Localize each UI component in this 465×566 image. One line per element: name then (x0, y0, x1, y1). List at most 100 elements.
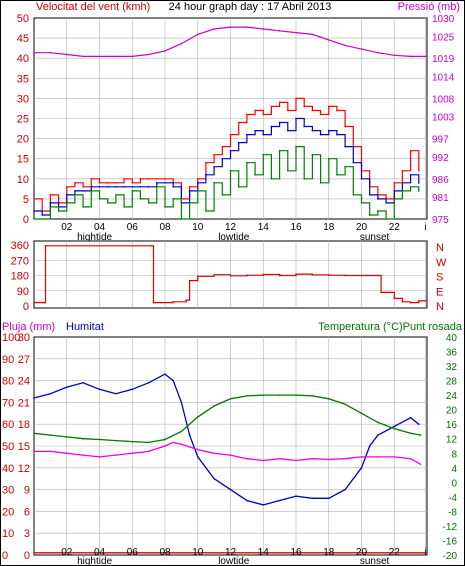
data-point-dewpoint (393, 456, 396, 458)
data-point-gust (409, 149, 412, 152)
humidity-tick-label: 12 (18, 463, 30, 475)
x-tick-label: 12 (225, 547, 237, 558)
humidity-axis-title: Humitat (66, 321, 104, 333)
data-point-speed (156, 186, 158, 188)
data-point-dewpoint (262, 459, 265, 462)
data-point-dewpoint (172, 441, 174, 444)
data-point-pressure (393, 54, 396, 57)
series-line-gust (34, 97, 420, 212)
direction-degree-tick-label: 90 (17, 286, 29, 298)
data-point-direction (172, 300, 174, 303)
data-point-humidity (131, 388, 134, 391)
data-point-humidity (115, 392, 117, 395)
data-point-average (409, 173, 412, 176)
x-tick-label: 02 (61, 222, 73, 233)
data-point-dewpoint (180, 443, 183, 445)
pressure-tick-label: 997 (432, 135, 449, 146)
data-point-average (90, 186, 93, 188)
data-point-gust (418, 169, 420, 172)
data-point-dewpoint (419, 463, 422, 465)
data-point-humidity (65, 386, 68, 388)
data-point-temperature (213, 405, 215, 407)
humidity-tick-label: 6 (24, 506, 30, 518)
data-point-speed (57, 210, 60, 212)
x-tick-label: 08 (159, 547, 171, 558)
pressure-tick-label: 1003 (432, 113, 455, 124)
data-point-speed (90, 190, 93, 192)
data-point-average (344, 145, 346, 148)
series-line-dewpoint (34, 441, 421, 465)
series-line-average (34, 117, 420, 216)
temperature-tick-label: -4 (448, 493, 457, 504)
data-point-speed (229, 169, 232, 172)
wind-pressure-panel: 0 5 10 15 20 25 30 35 40 45 50 975 981 986 992 997 1003… (17, 13, 455, 243)
data-point-average (418, 182, 420, 184)
data-point-average (393, 190, 396, 192)
data-point-average (98, 186, 101, 188)
data-point-dewpoint (115, 454, 117, 456)
data-point-humidity (147, 381, 150, 384)
data-point-pressure (327, 39, 330, 41)
rain-humidity-x-tick-labels: 02 04 06 08 10 12 14 16 18 20 22 i hightide lowtide su… (61, 547, 426, 566)
rain-tick-labels: 0 10 20 30 40 50 60 70 80 90 100 (2, 332, 20, 562)
data-point-speed (360, 202, 363, 204)
pressure-axis-title: Pressió (mb) (398, 1, 460, 13)
data-point-speed (237, 186, 240, 188)
data-point-gust (336, 109, 338, 112)
data-point-average (360, 178, 363, 180)
data-point-dewpoint (409, 457, 412, 460)
chart-date-title: 24 hour graph day : 17 Abril 2013 (169, 1, 332, 13)
data-point-speed (385, 218, 387, 220)
data-point-speed (368, 214, 371, 216)
data-point-average (156, 182, 158, 184)
wind-speed-tick-label: 40 (17, 53, 29, 65)
data-point-pressure (115, 55, 117, 58)
data-point-average (139, 186, 142, 188)
x-tick-label: i (424, 547, 426, 558)
data-point-gust (237, 121, 240, 124)
data-point-gust (295, 97, 297, 100)
rain-tick-label: 30 (2, 485, 14, 497)
data-point-humidity (393, 425, 396, 428)
data-point-gust (74, 182, 76, 184)
data-point-pressure (49, 51, 52, 54)
data-point-temperature (360, 412, 363, 415)
data-point-speed (41, 218, 43, 220)
compass-label: N (436, 242, 444, 254)
x-tick-label: 06 (127, 222, 139, 233)
data-point-speed (49, 206, 52, 208)
data-point-dewpoint (98, 456, 101, 458)
data-point-humidity (409, 416, 412, 419)
temperature-tick-label: 40 (446, 333, 458, 344)
data-point-average (213, 165, 215, 168)
x-tick-label: 14 (258, 547, 270, 558)
data-point-average (123, 186, 125, 188)
temperature-tick-label: 8 (451, 449, 457, 460)
data-point-speed (74, 194, 76, 196)
data-point-humidity (172, 379, 174, 382)
data-point-gust (196, 178, 199, 180)
wind-speed-tick-label: 0 (23, 214, 29, 226)
data-point-speed (262, 153, 265, 156)
compass-label: E (436, 286, 443, 298)
data-point-dewpoint (360, 456, 363, 458)
data-point-speed (65, 202, 68, 204)
data-point-direction (196, 275, 199, 278)
data-point-average (303, 125, 305, 128)
data-point-pressure (147, 53, 150, 56)
x-tick-label: 20 (356, 222, 368, 233)
data-point-pressure (377, 51, 379, 54)
data-point-average (246, 133, 248, 136)
data-point-gust (49, 194, 52, 196)
data-point-direction (33, 301, 35, 304)
data-point-average (336, 133, 338, 136)
rain-tick-label: 40 (2, 463, 14, 475)
humidity-tick-label: 21 (18, 397, 30, 409)
data-point-average (221, 157, 224, 160)
x-tick-label: 10 (192, 547, 204, 558)
wind-speed-tick-labels: 0 5 10 15 20 25 30 35 40 45 50 (17, 13, 29, 226)
data-point-speed (98, 198, 101, 200)
data-point-pressure (196, 33, 199, 36)
data-point-speed (172, 198, 174, 200)
